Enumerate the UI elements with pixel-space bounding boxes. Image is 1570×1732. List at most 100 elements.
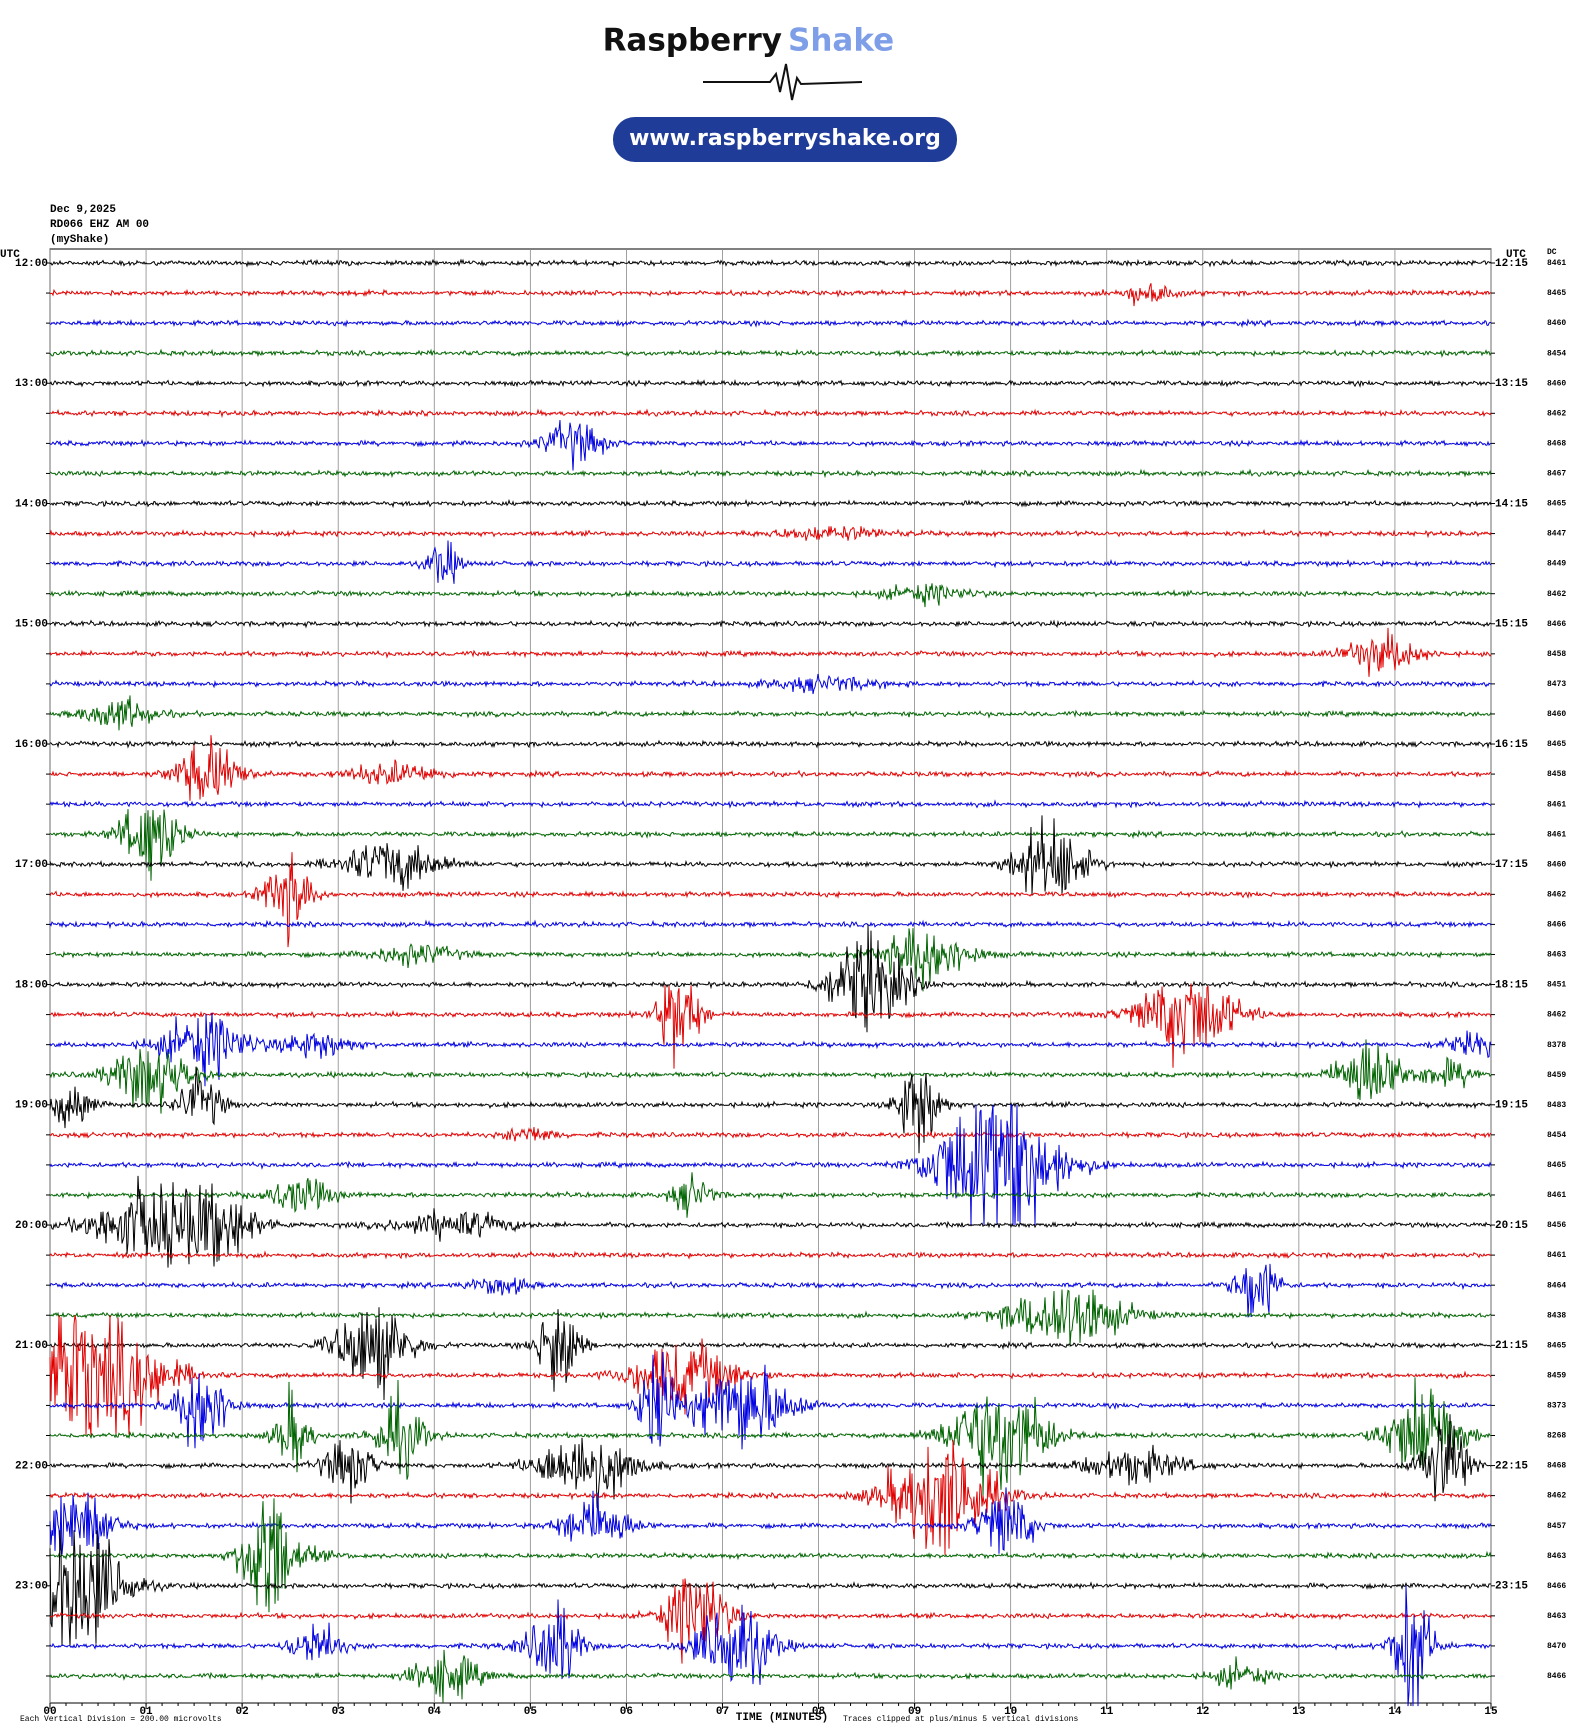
trace xyxy=(49,420,1492,471)
x-tick-label: 02 xyxy=(236,1706,249,1718)
url[interactable]: www.raspberryshake.org xyxy=(629,126,941,151)
x-tick-label: 11 xyxy=(1100,1706,1114,1718)
right-time-label: 13:15 xyxy=(1495,378,1528,390)
dc-value: 8465 xyxy=(1547,740,1566,749)
left-time-label: 18:00 xyxy=(15,979,48,991)
x-tick-label: 04 xyxy=(428,1706,442,1718)
dc-value: 8465 xyxy=(1547,1341,1566,1350)
right-time-label: 18:15 xyxy=(1495,979,1528,991)
right-time-label: 23:15 xyxy=(1495,1581,1528,1593)
x-tick-label: 07 xyxy=(716,1706,729,1718)
logo-text: Shake xyxy=(788,23,894,59)
dc-value: 8459 xyxy=(1547,1071,1566,1080)
x-tick-label: 13 xyxy=(1292,1706,1306,1718)
left-time-label: 14:00 xyxy=(15,498,48,510)
dc-value: 8483 xyxy=(1547,1101,1566,1110)
url-pill[interactable] xyxy=(613,117,957,162)
dc-value: 8438 xyxy=(1547,1311,1566,1320)
trace xyxy=(49,695,1492,731)
x-tick-label: 08 xyxy=(812,1706,826,1718)
dc-value: 8462 xyxy=(1547,409,1566,418)
x-tick-label: 03 xyxy=(332,1706,346,1718)
dc-value: 8463 xyxy=(1547,1612,1566,1621)
trace xyxy=(49,1578,1492,1664)
dc-value: 8449 xyxy=(1547,560,1566,569)
right-time-label: 15:15 xyxy=(1495,619,1528,631)
dc-value: 8451 xyxy=(1547,981,1566,990)
right-time-label: 12:15 xyxy=(1495,258,1528,270)
trace xyxy=(49,924,1492,1033)
trace xyxy=(50,498,1492,509)
left-axis-label: UTC xyxy=(0,249,20,261)
trace xyxy=(49,583,1492,608)
trace xyxy=(49,739,1492,749)
x-tick-label: 12 xyxy=(1196,1706,1209,1718)
trace xyxy=(49,799,1492,809)
right-time-label: 22:15 xyxy=(1495,1460,1528,1472)
dc-value: 8470 xyxy=(1547,1642,1566,1651)
dc-value: 8468 xyxy=(1547,439,1566,448)
left-time-label: 19:00 xyxy=(15,1100,48,1112)
trace xyxy=(49,1351,1492,1450)
dc-value: 8462 xyxy=(1547,1492,1566,1501)
trace xyxy=(49,919,1492,930)
trace xyxy=(49,1104,1492,1226)
dc-value: 8467 xyxy=(1547,470,1566,479)
dc-value: 8378 xyxy=(1547,1041,1566,1050)
trace xyxy=(49,735,1492,801)
trace xyxy=(49,1250,1492,1260)
trace xyxy=(49,673,1492,695)
trace xyxy=(49,540,1492,584)
dc-value: 8454 xyxy=(1547,349,1566,358)
dc-value: 8461 xyxy=(1547,259,1566,268)
source: (myShake) xyxy=(50,234,109,246)
right-time-label: 14:15 xyxy=(1495,498,1528,510)
trace xyxy=(49,318,1492,329)
dc-value: 8458 xyxy=(1547,650,1566,659)
left-time-label: 21:00 xyxy=(15,1340,48,1352)
right-time-label: 20:15 xyxy=(1495,1220,1528,1232)
left-time-label: 22:00 xyxy=(15,1460,48,1472)
logo-squiggle xyxy=(703,63,863,101)
dc-value: 8454 xyxy=(1547,1131,1566,1140)
dc-value: 8456 xyxy=(1547,1221,1566,1230)
dc-value: 8465 xyxy=(1547,500,1566,509)
trace xyxy=(50,283,1492,307)
trace xyxy=(49,983,1492,1069)
dc-value: 8460 xyxy=(1547,379,1566,388)
trace xyxy=(49,468,1492,479)
dc-label: DC xyxy=(1547,248,1557,257)
footer-clip: Traces clipped at plus/minus 5 vertical … xyxy=(843,1715,1078,1724)
trace xyxy=(49,619,1492,629)
trace xyxy=(49,1315,1492,1436)
trace xyxy=(49,1307,1492,1401)
dc-value: 8460 xyxy=(1547,319,1566,328)
trace xyxy=(49,258,1492,268)
dc-value: 8463 xyxy=(1547,951,1566,960)
trace xyxy=(49,928,1492,992)
x-tick-label: 06 xyxy=(620,1706,633,1718)
logo-text: Raspberry xyxy=(603,23,782,59)
trace xyxy=(49,1440,1492,1555)
dc-value: 8465 xyxy=(1547,289,1566,298)
trace xyxy=(49,1414,1492,1508)
footer-scale: Each Vertical Division = 200.00 microvol… xyxy=(20,1715,222,1724)
traces xyxy=(49,258,1492,1707)
trace xyxy=(49,1172,1492,1218)
x-tick-label: 10 xyxy=(1004,1706,1017,1718)
x-tick-label: 00 xyxy=(43,1706,56,1718)
right-time-label: 16:15 xyxy=(1495,739,1528,751)
dc-value: 8461 xyxy=(1547,830,1566,839)
dc-value: 8466 xyxy=(1547,620,1566,629)
trace xyxy=(49,852,1492,948)
trace xyxy=(49,1585,1492,1707)
x-axis-label: TIME (MINUTES) xyxy=(736,1712,828,1724)
trace xyxy=(49,1175,1492,1268)
x-tick-label: 09 xyxy=(908,1706,921,1718)
dc-value: 8462 xyxy=(1547,890,1566,899)
dc-value: 8464 xyxy=(1547,1281,1566,1290)
dc-value: 8458 xyxy=(1547,770,1566,779)
dc-value: 8373 xyxy=(1547,1402,1566,1411)
x-tick-label: 05 xyxy=(524,1706,538,1718)
